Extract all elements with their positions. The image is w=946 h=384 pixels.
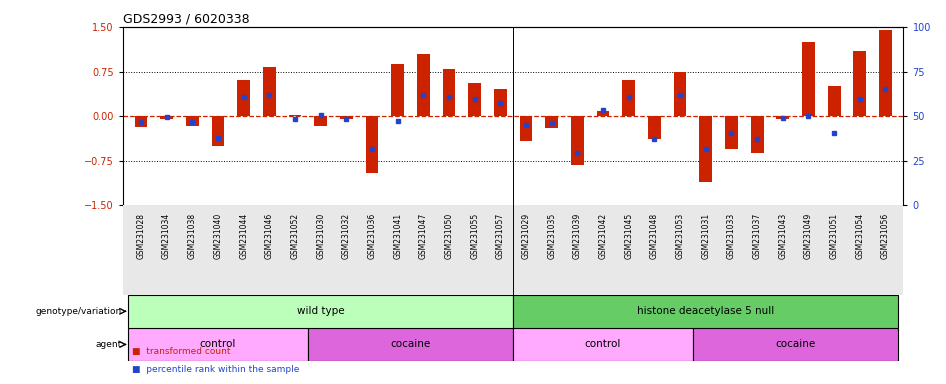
Text: GSM231045: GSM231045 [624, 213, 633, 259]
Text: GSM231033: GSM231033 [727, 213, 736, 259]
Text: GSM231051: GSM231051 [830, 213, 838, 259]
Text: GSM231056: GSM231056 [881, 213, 890, 259]
Bar [263, 67, 275, 116]
Bar [648, 116, 661, 139]
Text: wild type: wild type [297, 306, 344, 316]
Text: genotype/variation: genotype/variation [35, 307, 122, 316]
Text: GSM231043: GSM231043 [779, 213, 787, 259]
Text: cocaine: cocaine [391, 339, 430, 349]
Text: GSM231035: GSM231035 [547, 213, 556, 259]
Bar [128, 295, 513, 328]
Text: GSM231048: GSM231048 [650, 213, 659, 259]
Text: cocaine: cocaine [776, 339, 815, 349]
Text: control: control [585, 339, 622, 349]
Bar [340, 116, 353, 119]
Text: GSM231028: GSM231028 [136, 213, 146, 258]
Text: GSM231050: GSM231050 [445, 213, 453, 259]
Bar [365, 116, 378, 173]
Text: GSM231042: GSM231042 [599, 213, 607, 259]
Text: GSM231032: GSM231032 [342, 213, 351, 259]
Text: GSM231052: GSM231052 [290, 213, 300, 259]
Bar [674, 71, 687, 116]
Text: GSM231046: GSM231046 [265, 213, 273, 259]
Bar [545, 116, 558, 128]
Bar [853, 51, 867, 116]
Text: ■  percentile rank within the sample: ■ percentile rank within the sample [132, 365, 300, 374]
Bar [314, 116, 327, 126]
Bar [134, 116, 148, 127]
Text: GSM231031: GSM231031 [701, 213, 710, 259]
Bar [692, 328, 899, 361]
Bar [622, 81, 635, 116]
Bar [392, 65, 404, 116]
Text: GSM231034: GSM231034 [162, 213, 171, 259]
Text: GSM231047: GSM231047 [419, 213, 428, 259]
Bar [160, 116, 173, 119]
Bar [879, 30, 892, 116]
Bar [443, 68, 455, 116]
Text: GSM231038: GSM231038 [188, 213, 197, 259]
Bar [513, 328, 692, 361]
Text: histone deacetylase 5 null: histone deacetylase 5 null [637, 306, 775, 316]
Bar [519, 116, 533, 141]
Bar [468, 83, 482, 116]
Bar [128, 328, 307, 361]
Text: GDS2993 / 6020338: GDS2993 / 6020338 [123, 13, 250, 26]
Text: GSM231041: GSM231041 [394, 213, 402, 259]
Text: GSM231036: GSM231036 [367, 213, 377, 259]
Bar [828, 86, 841, 116]
Text: GSM231053: GSM231053 [675, 213, 685, 259]
Bar [289, 115, 302, 116]
Text: ■  transformed count: ■ transformed count [132, 347, 231, 356]
Bar [597, 111, 609, 116]
Text: GSM231049: GSM231049 [804, 213, 813, 259]
Bar [777, 116, 789, 119]
Bar [307, 328, 513, 361]
Bar [417, 54, 429, 116]
Text: GSM231037: GSM231037 [753, 213, 762, 259]
Bar [212, 116, 224, 146]
Text: GSM231054: GSM231054 [855, 213, 865, 259]
Bar [237, 81, 250, 116]
Bar [802, 42, 815, 116]
Bar [494, 89, 507, 116]
Text: agent: agent [96, 340, 122, 349]
Text: GSM231055: GSM231055 [470, 213, 480, 259]
Bar [513, 295, 899, 328]
Text: control: control [200, 339, 236, 349]
Bar [185, 116, 199, 126]
Text: GSM231039: GSM231039 [573, 213, 582, 259]
Bar [751, 116, 763, 153]
Text: GSM231040: GSM231040 [214, 213, 222, 259]
Text: GSM231044: GSM231044 [239, 213, 248, 259]
Bar [725, 116, 738, 149]
Bar [699, 116, 712, 182]
Text: GSM231029: GSM231029 [521, 213, 531, 259]
Text: GSM231030: GSM231030 [316, 213, 325, 259]
Bar [571, 116, 584, 165]
Text: GSM231057: GSM231057 [496, 213, 505, 259]
